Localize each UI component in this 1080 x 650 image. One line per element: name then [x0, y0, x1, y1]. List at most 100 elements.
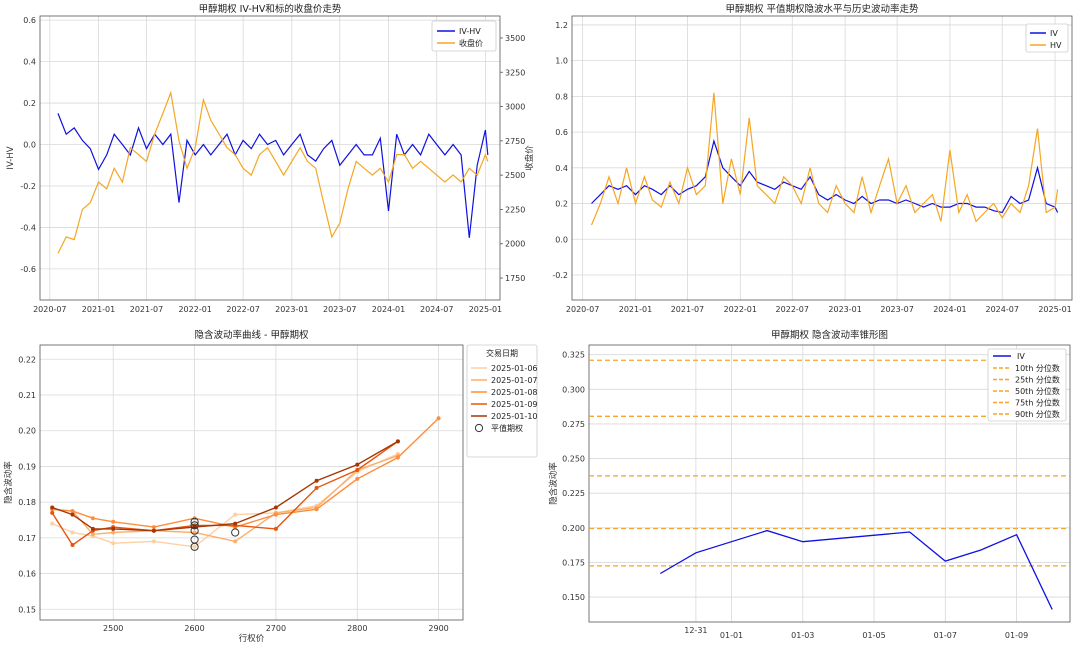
legend-title: 交易日期 — [486, 348, 518, 358]
legend-label: 25th 分位数 — [1015, 375, 1060, 385]
legend-label: 2025-01-10 — [491, 412, 538, 421]
smile-point — [151, 525, 156, 530]
x-tick-label: 2900 — [428, 624, 448, 633]
smile-point — [50, 521, 55, 526]
smile-point — [314, 485, 319, 490]
chart-title: 甲醇期权 隐含波动率锥形图 — [771, 329, 888, 341]
legend: 交易日期 2025-01-06 2025-01-07 2025-01-08 2025-0… — [466, 344, 538, 458]
x-tick-label: 2021-01 — [82, 305, 115, 314]
y-tick-label: 1.2 — [555, 21, 568, 30]
smile-point — [436, 416, 441, 421]
legend-label: 90th 分位数 — [1015, 409, 1060, 419]
series-line-iv — [659, 529, 1053, 610]
chart-title: 隐含波动率曲线 - 甲醇期权 — [195, 329, 309, 341]
x-tick-label: 2025-01 — [1038, 305, 1071, 314]
y-axis-label: 隐含波动率 — [548, 462, 559, 505]
smile-point — [233, 521, 238, 526]
atm-marker — [190, 521, 199, 530]
x-tick-label: 2600 — [184, 624, 204, 633]
plot-frame — [39, 15, 501, 301]
atm-marker — [190, 526, 199, 535]
smile-point — [395, 439, 400, 444]
y-axis-label: IV-HV — [6, 146, 16, 169]
x-tick-label: 2800 — [347, 624, 367, 633]
smile-point — [233, 512, 238, 517]
atm-marker — [190, 517, 199, 526]
legend-label: 2025-01-06 — [491, 364, 538, 373]
y-tick-label: 0.4 — [23, 58, 36, 67]
smile-point — [70, 512, 75, 517]
y2-tick-label: 2000 — [505, 240, 525, 249]
y2-axis-label: 收盘价 — [524, 145, 535, 171]
legend-label: HV — [1050, 41, 1062, 50]
y-tick-label: -0.6 — [20, 265, 36, 274]
smile-point — [314, 507, 319, 512]
x-tick-label: 2023-01 — [275, 305, 308, 314]
legend-label: IV — [1050, 29, 1058, 38]
smile-point — [70, 509, 75, 514]
y-tick-label: 0.0 — [23, 141, 36, 150]
x-tick-label: 2024-07 — [985, 305, 1018, 314]
x-tick-label: 2700 — [266, 624, 286, 633]
legend-label: IV-HV — [459, 27, 481, 36]
chart-1-iv-hv-close: 2020-07 2021-01 2021-07 2022-01 2022-07 2023-… — [6, 3, 535, 314]
series-line-iv-hv — [57, 113, 489, 238]
legend-label: 75th 分位数 — [1015, 398, 1060, 408]
x-tick-label: 2020-07 — [566, 305, 599, 314]
x-tick-label: 2500 — [103, 624, 123, 633]
chart-title: 甲醇期权 平值期权隐波水平与历史波动率走势 — [725, 3, 919, 15]
y-tick-label: 0.4 — [555, 164, 568, 173]
x-tick-label: 01-07 — [934, 631, 957, 640]
x-tick-label: 2023-01 — [828, 305, 861, 314]
x-tick-label: 2022-07 — [226, 305, 259, 314]
smile-point — [395, 455, 400, 460]
legend-label: 2025-01-08 — [491, 388, 538, 397]
smile-point — [111, 530, 116, 535]
y-tick-label: 0.275 — [562, 420, 585, 429]
series-line-close — [57, 90, 489, 254]
smile-point — [151, 528, 156, 533]
x-tick-label: 2024-07 — [420, 305, 453, 314]
y-tick-label: 0.15 — [18, 605, 36, 614]
y-tick-label: 0.20 — [18, 427, 36, 436]
y2-tick-label: 2250 — [505, 205, 525, 214]
legend-label: 平值期权 — [491, 423, 523, 433]
legend-label: 10th 分位数 — [1015, 363, 1060, 373]
smile-point — [355, 476, 360, 481]
smile-point — [70, 543, 75, 547]
y-tick-label: 0.150 — [562, 593, 585, 602]
x-tick-label: 01-03 — [791, 631, 814, 640]
y-tick-label: 0.200 — [562, 524, 585, 533]
legend: IV-HV 收盘价 — [431, 20, 497, 52]
y2-tick-label: 3250 — [505, 68, 525, 77]
smile-line — [51, 440, 399, 532]
y-tick-label: -0.2 — [20, 182, 36, 191]
smile-line — [52, 417, 440, 528]
plot-frame — [571, 15, 1073, 301]
y-tick-label: 0.6 — [555, 128, 568, 137]
smile-point — [273, 526, 278, 531]
smile-point — [111, 526, 116, 531]
legend-label: 2025-01-09 — [491, 400, 538, 409]
smile-point — [90, 532, 95, 537]
x-tick-label: 2021-07 — [130, 305, 163, 314]
y-tick-label: 0.225 — [562, 489, 585, 498]
y-tick-label: 0.250 — [562, 455, 585, 464]
smile-point — [90, 516, 95, 521]
atm-marker — [231, 528, 240, 537]
y2-tick-label: 3500 — [505, 34, 525, 43]
smile-point — [90, 526, 95, 531]
smile-point — [70, 530, 75, 535]
x-tick-label: 2023-07 — [880, 305, 913, 314]
legend-box — [466, 344, 538, 458]
x-tick-label: 2024-01 — [372, 305, 405, 314]
y2-tick-label: 3000 — [505, 103, 525, 112]
smile-point — [50, 505, 55, 510]
smile-point — [192, 544, 197, 549]
smile-point — [273, 512, 278, 517]
x-tick-label: 2021-01 — [619, 305, 652, 314]
x-axis-label: 行权价 — [239, 633, 265, 644]
series-line-iv — [591, 138, 1059, 214]
y-axis-label: 隐含波动率 — [3, 461, 14, 504]
